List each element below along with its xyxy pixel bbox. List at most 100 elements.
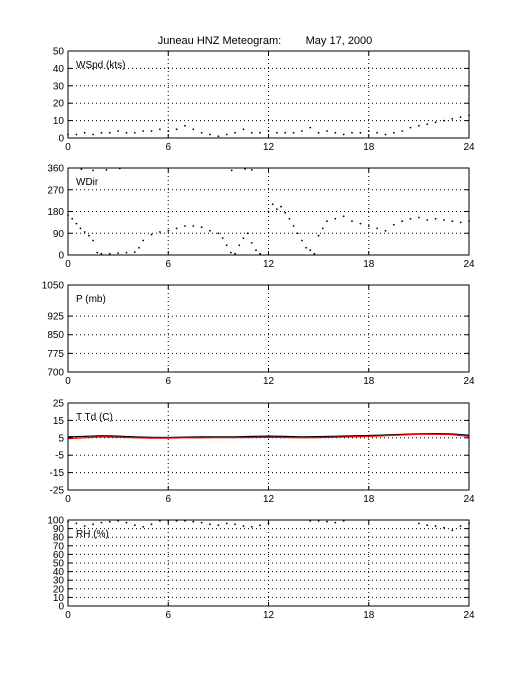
data-point xyxy=(367,130,370,132)
data-point xyxy=(418,522,420,525)
data-point xyxy=(242,237,245,240)
panel-wdir: 0 6 12 18 24 0 90 180 270 360 WDir xyxy=(47,164,475,271)
data-point xyxy=(384,133,387,136)
data-point xyxy=(150,130,153,132)
data-point xyxy=(133,131,136,134)
x-tick-label: 6 xyxy=(165,259,171,270)
y-tick-label: 100 xyxy=(47,516,64,527)
data-point xyxy=(305,246,307,249)
data-point xyxy=(326,130,328,132)
x-tick-label: 6 xyxy=(165,610,171,621)
data-point xyxy=(409,126,412,129)
data-point xyxy=(150,233,153,236)
axes-box xyxy=(67,284,470,373)
x-tick-label: 6 xyxy=(165,142,171,153)
panel-wspd: 0 6 12 18 24 0 10 20 30 40 50 WSpd (kts) xyxy=(53,47,475,154)
data-point xyxy=(276,131,278,134)
y-tick-label: 30 xyxy=(53,81,65,92)
y-tick-label: 10 xyxy=(53,116,65,127)
data-point xyxy=(326,520,328,523)
data-point xyxy=(108,131,111,134)
data-point xyxy=(217,232,220,235)
data-point xyxy=(246,232,249,235)
data-point xyxy=(88,234,90,237)
data-point xyxy=(238,244,241,247)
data-point xyxy=(142,526,145,528)
data-point xyxy=(401,130,404,132)
data-point xyxy=(230,251,232,254)
panel-pres: 0 6 12 18 24 700 775 850 925 1050 P (mb) xyxy=(42,281,475,388)
data-point xyxy=(184,124,186,127)
data-point xyxy=(159,231,161,233)
data-point xyxy=(418,124,420,127)
data-point xyxy=(175,128,178,131)
data-point xyxy=(209,133,211,136)
data-point xyxy=(359,222,362,225)
data-point xyxy=(321,227,324,230)
x-tick-label: 12 xyxy=(263,259,275,270)
data-point xyxy=(309,126,312,129)
data-point xyxy=(105,169,108,171)
data-point xyxy=(71,217,74,220)
data-point xyxy=(284,131,287,134)
panel-label: WDir xyxy=(76,177,99,188)
data-point xyxy=(250,131,253,134)
data-point xyxy=(351,220,353,223)
data-point xyxy=(342,133,345,136)
data-point xyxy=(351,131,353,134)
y-tick-label: -15 xyxy=(50,468,65,479)
data-point xyxy=(175,227,178,230)
data-point xyxy=(288,217,291,220)
data-point xyxy=(376,227,378,230)
data-point xyxy=(409,217,412,220)
data-point xyxy=(142,130,145,132)
data-point xyxy=(79,227,82,230)
data-point xyxy=(192,520,195,523)
series-line xyxy=(67,432,470,439)
x-tick-label: 18 xyxy=(363,610,375,621)
x-tick-label: 24 xyxy=(463,376,475,387)
data-point xyxy=(309,249,312,252)
figure-title: Juneau HNZ Meteogram: May 17, 2000 xyxy=(158,35,373,47)
data-point xyxy=(83,231,86,233)
y-tick-label: 0 xyxy=(58,251,64,262)
data-point xyxy=(209,229,211,232)
data-point xyxy=(384,229,387,232)
y-tick-label: 850 xyxy=(47,330,64,341)
x-tick-label: 0 xyxy=(65,376,71,387)
panel-label: T Td (C) xyxy=(76,412,113,423)
data-point xyxy=(250,526,253,528)
data-point xyxy=(92,523,94,526)
series-line xyxy=(67,433,470,440)
panel-label: RH (%) xyxy=(76,529,109,540)
data-point xyxy=(326,220,328,223)
data-point xyxy=(443,219,445,221)
data-point xyxy=(451,118,454,120)
data-point xyxy=(426,524,429,527)
y-tick-label: 0 xyxy=(58,602,64,613)
x-tick-label: 24 xyxy=(463,259,475,270)
data-point xyxy=(167,229,170,232)
data-point xyxy=(392,131,395,134)
data-point xyxy=(133,251,136,254)
data-point xyxy=(125,131,128,134)
panel-label: P (mb) xyxy=(76,294,106,305)
data-point xyxy=(80,168,83,171)
data-point xyxy=(259,252,261,255)
data-point xyxy=(250,169,253,171)
x-tick-label: 0 xyxy=(65,494,71,505)
data-point xyxy=(443,526,445,529)
data-point xyxy=(459,525,462,527)
data-point xyxy=(100,521,103,524)
y-tick-label: 30 xyxy=(53,576,65,587)
data-point xyxy=(125,251,128,254)
y-tick-label: 700 xyxy=(47,368,64,379)
y-tick-label: 90 xyxy=(53,524,65,535)
data-point xyxy=(250,242,253,244)
y-tick-label: -5 xyxy=(55,451,64,462)
data-point xyxy=(108,252,111,255)
data-point xyxy=(255,249,257,252)
data-point xyxy=(276,208,278,211)
data-point xyxy=(317,234,320,237)
x-tick-label: 18 xyxy=(363,494,375,505)
